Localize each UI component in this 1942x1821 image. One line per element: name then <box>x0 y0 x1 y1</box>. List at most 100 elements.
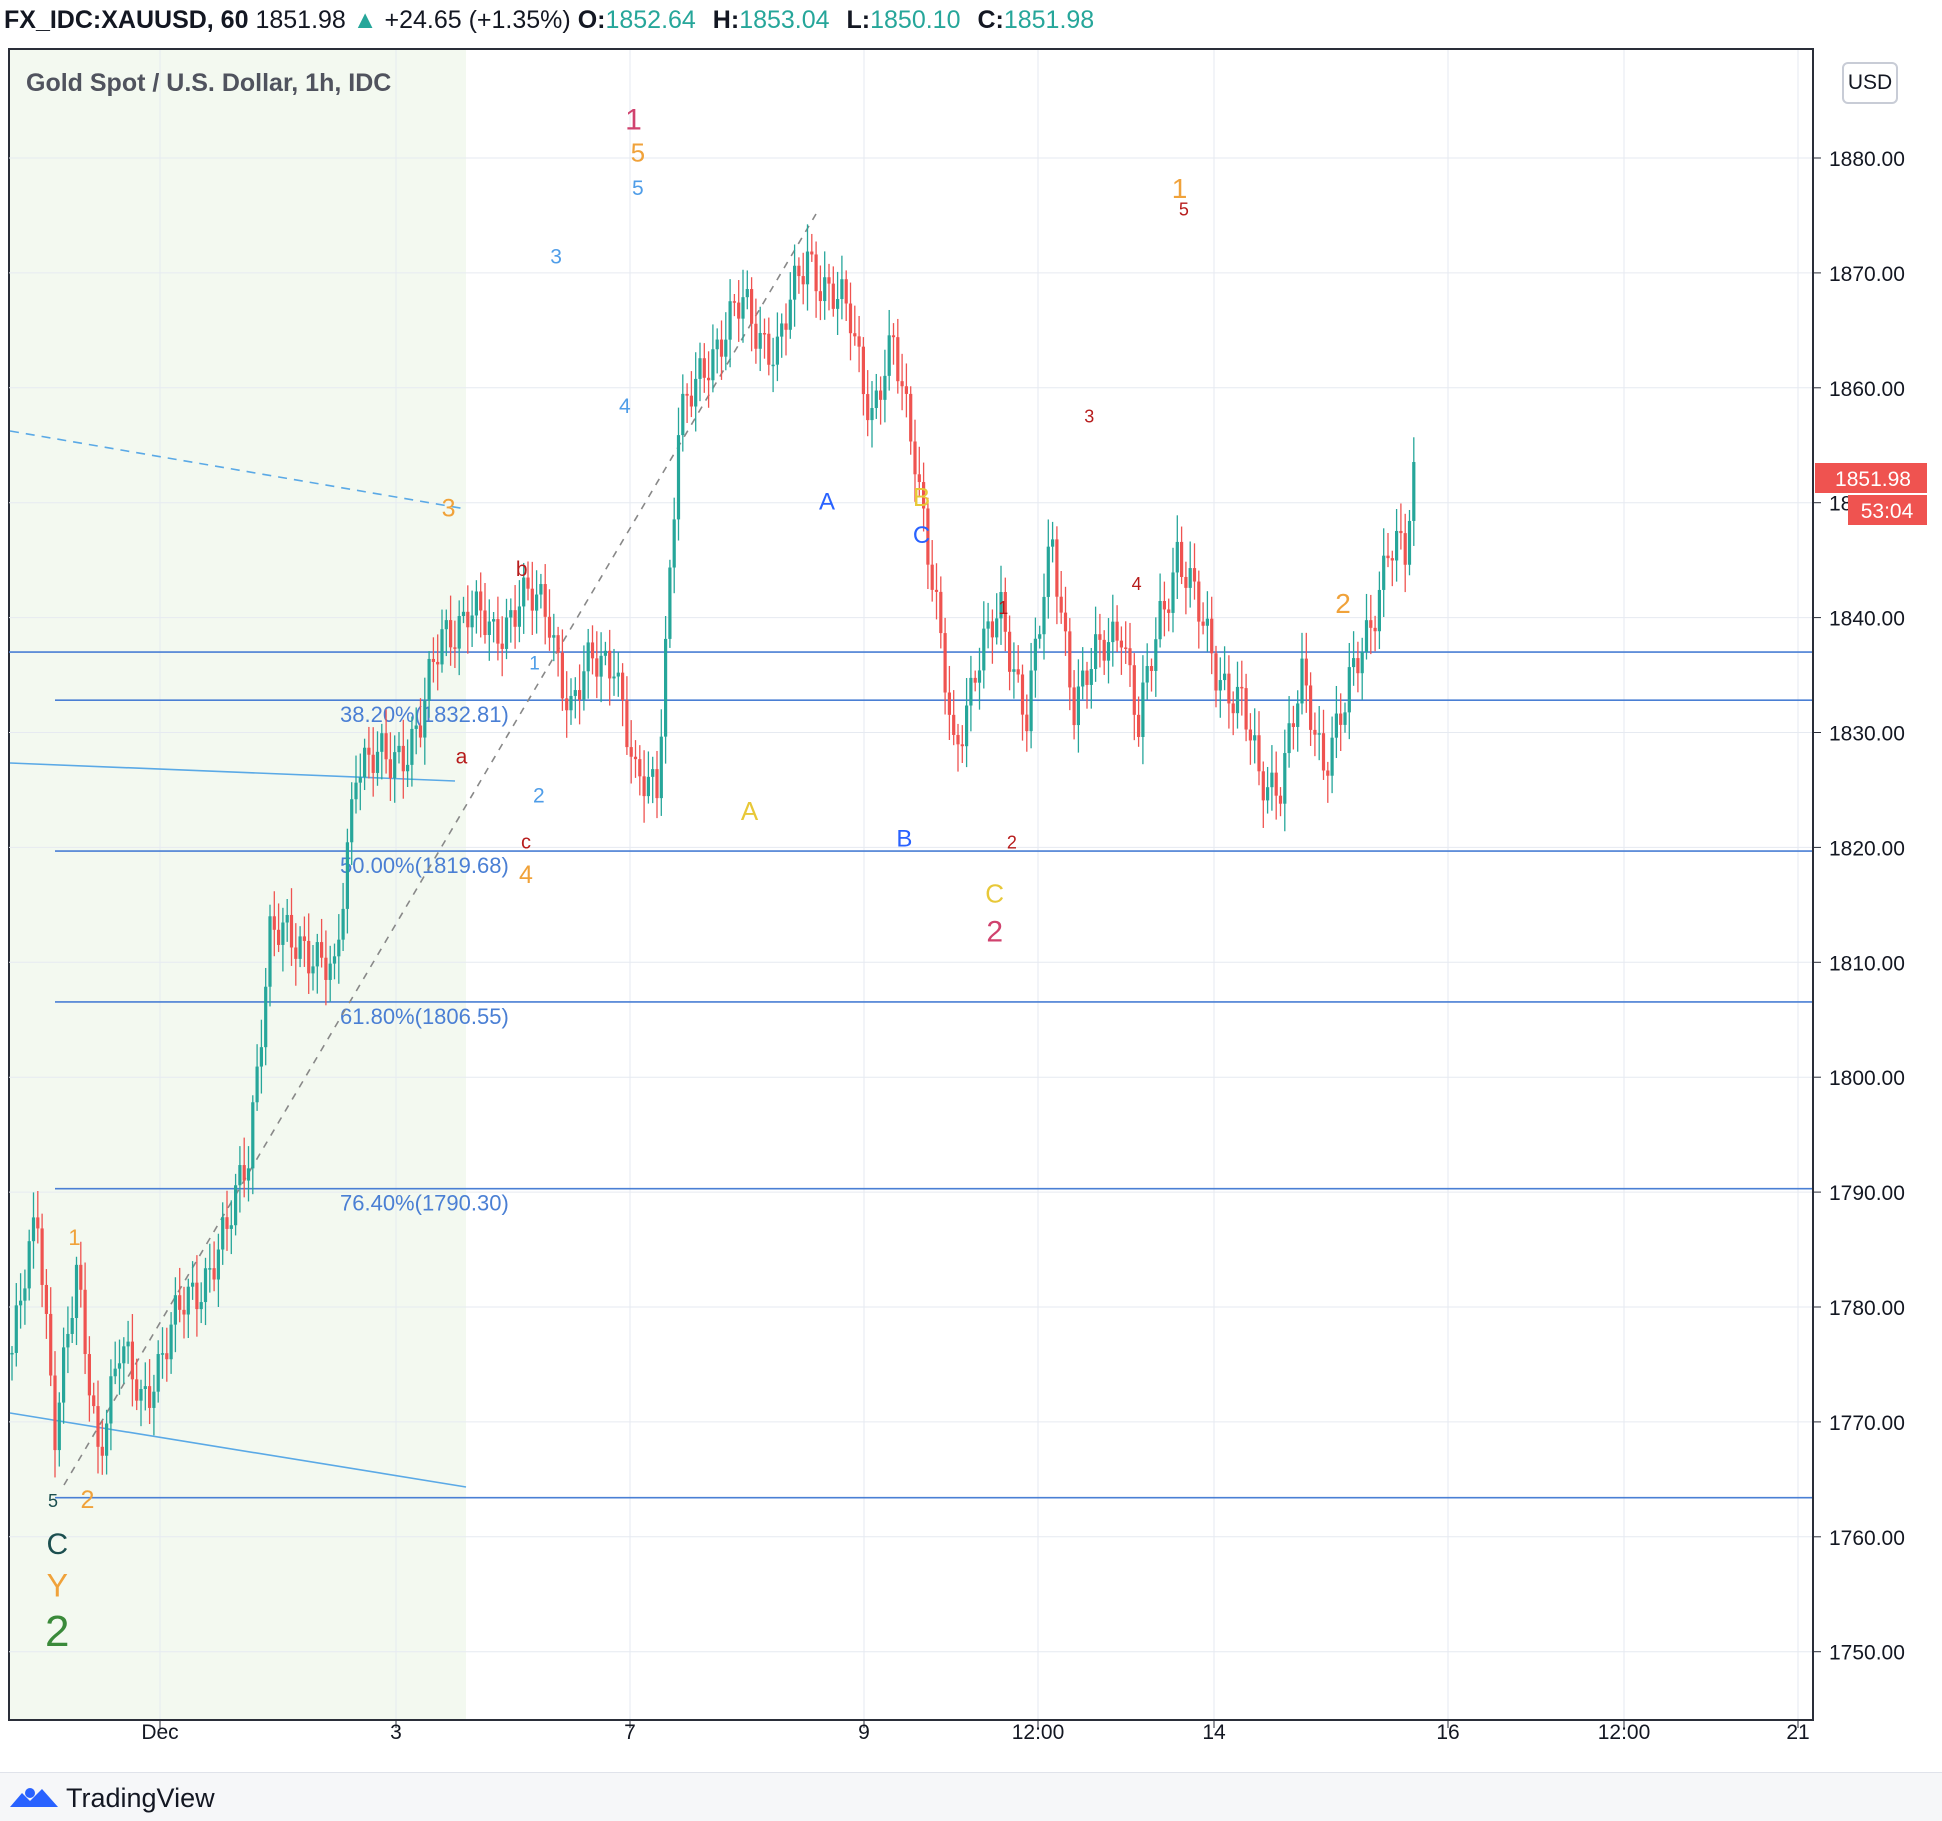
wave-label[interactable]: b <box>516 558 528 581</box>
candle-body-up <box>1395 530 1399 561</box>
candle-body-up <box>375 751 380 773</box>
wave-label[interactable]: C <box>985 879 1004 909</box>
candle-body-up <box>264 986 268 1048</box>
wave-label[interactable]: 3 <box>550 246 562 269</box>
candle-body-up <box>1223 673 1227 681</box>
candle-body-down <box>801 276 805 285</box>
wave-label[interactable]: 5 <box>1179 199 1189 219</box>
candle-body-up <box>457 616 461 649</box>
price-tick-label: 1770.00 <box>1829 1412 1905 1435</box>
currency-button[interactable]: USD <box>1842 62 1898 104</box>
candle-body-up <box>1253 735 1257 741</box>
brand-name[interactable]: TradingView <box>66 1783 215 1813</box>
wave-label[interactable]: 5 <box>48 1491 58 1511</box>
candle-body-down <box>449 620 453 648</box>
candle-body-up <box>965 705 969 747</box>
candle-body-down <box>1149 666 1154 671</box>
candle-body-down <box>556 635 560 653</box>
candle-body-down <box>307 940 311 974</box>
wave-label[interactable]: c <box>521 832 531 854</box>
candle-body-up <box>1038 634 1042 639</box>
candle-body-up <box>969 677 973 706</box>
candle-body-up <box>616 672 620 677</box>
wave-label[interactable]: 3 <box>442 494 456 522</box>
candle-body-up <box>152 1391 156 1408</box>
wave-label[interactable]: 1 <box>998 598 1008 618</box>
wave-label[interactable]: a <box>456 746 468 769</box>
symbol-label[interactable]: FX_IDC:XAUUSD, 60 <box>4 6 249 34</box>
wave-label[interactable]: 2 <box>533 785 545 808</box>
wave-label[interactable]: B <box>896 825 912 852</box>
horizontal-lines[interactable]: 38.20%(1832.81)50.00%(1819.68)61.80%(180… <box>9 651 1813 1499</box>
candle-body-up <box>221 1217 225 1250</box>
candle-body-down <box>1278 795 1283 804</box>
candle-body-down <box>178 1295 182 1310</box>
wave-label[interactable]: 1 <box>529 653 540 674</box>
wave-label[interactable]: 5 <box>631 137 645 167</box>
candle-body-up <box>350 799 354 843</box>
candle-body-up <box>122 1346 126 1364</box>
candle-body-down <box>1025 714 1029 732</box>
candle-body-up <box>612 676 616 679</box>
wave-label[interactable]: A <box>741 796 759 826</box>
price-tick-label: 1780.00 <box>1829 1297 1905 1320</box>
wave-label[interactable]: C <box>913 522 930 549</box>
candle-body-up <box>517 606 521 627</box>
candle-body-up <box>758 333 762 349</box>
wave-label[interactable]: 4 <box>1132 574 1142 594</box>
wave-label[interactable]: A <box>819 489 835 516</box>
candle-body-down <box>595 658 599 677</box>
candle-body-up <box>870 408 874 421</box>
candle-body-up <box>509 610 513 618</box>
candle-body-up <box>569 695 573 711</box>
wave-label[interactable]: 5 <box>632 177 644 200</box>
wave-label[interactable]: C <box>46 1528 68 1561</box>
candle-body-up <box>268 916 272 987</box>
trend-lines[interactable] <box>9 213 817 1488</box>
price-axis[interactable]: 1880.001870.001860.001850.001840.001830.… <box>1813 148 1905 1665</box>
wave-label[interactable]: 3 <box>1084 406 1094 426</box>
wave-label[interactable]: 4 <box>519 861 533 889</box>
wave-label[interactable]: B <box>913 482 930 512</box>
candle-body-up <box>535 594 539 611</box>
candle-body-down <box>500 643 504 649</box>
wave-label[interactable]: 2 <box>45 1607 69 1656</box>
wave-label[interactable]: 2 <box>1007 833 1017 853</box>
candle-body-up <box>410 728 414 765</box>
candle-body-down <box>294 947 298 959</box>
candle-body-up <box>173 1295 177 1325</box>
price-tick-label: 1840.00 <box>1829 608 1905 631</box>
candle-body-up <box>1300 658 1304 704</box>
wave-label[interactable]: 2 <box>986 916 1003 949</box>
candle-body-up <box>1407 520 1412 565</box>
wave-label[interactable]: 2 <box>1335 588 1351 619</box>
candle-body-down <box>83 1289 87 1355</box>
candle-body-down <box>182 1309 186 1315</box>
candle-body-down <box>754 323 758 349</box>
wave-label[interactable]: 1 <box>625 103 642 136</box>
wave-label[interactable]: 4 <box>619 395 631 418</box>
candle-body-up <box>1218 680 1222 691</box>
candle-body-down <box>638 759 642 777</box>
candle-body-down <box>92 1395 96 1407</box>
candle-body-up <box>823 277 827 302</box>
candle-body-up <box>27 1241 31 1289</box>
wave-label[interactable]: Y <box>47 1568 68 1604</box>
candle-body-up <box>31 1217 36 1242</box>
candle-body-up <box>651 769 655 777</box>
candle-body-down <box>1244 688 1248 730</box>
time-axis[interactable]: Dec 3 7 9 12:00 14 16 12:00 21 <box>9 1719 1813 1744</box>
price-chart[interactable]: 38.20%(1832.81)50.00%(1819.68)61.80%(180… <box>0 40 1942 1772</box>
wave-label[interactable]: 1 <box>68 1225 80 1250</box>
candle-body-down <box>1373 627 1377 632</box>
candle-body-up <box>1377 589 1381 632</box>
candle-body-up <box>126 1341 130 1347</box>
grid <box>9 50 1813 1719</box>
candle-body-down <box>40 1228 44 1285</box>
wave-label[interactable]: 2 <box>80 1486 94 1514</box>
channel-upper-line <box>9 762 456 782</box>
wave-label[interactable]: 1 <box>1172 173 1188 204</box>
candle-body-down <box>939 591 943 634</box>
tradingview-logo-icon[interactable] <box>8 1785 60 1811</box>
